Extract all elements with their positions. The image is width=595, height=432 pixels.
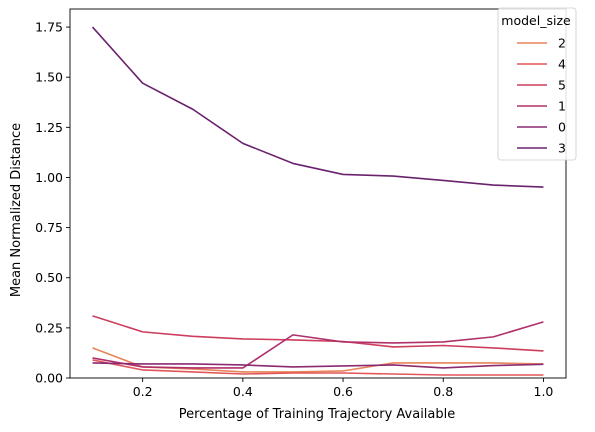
series-line-1 <box>92 321 544 369</box>
y-tick-label: 1.50 <box>35 70 63 85</box>
legend-label-1: 1 <box>558 99 566 114</box>
y-tick-label: 0.50 <box>35 270 63 285</box>
y-tick-label: 0.75 <box>35 220 63 235</box>
legend-title: model_size <box>501 13 571 28</box>
x-tick-label: 0.4 <box>233 384 253 399</box>
legend-label-4: 4 <box>558 57 566 72</box>
y-tick-label: 0.25 <box>35 320 63 335</box>
y-tick-label: 1.25 <box>35 120 63 135</box>
legend-box <box>497 7 577 161</box>
series-line-3 <box>91 26 544 188</box>
series-line-4 <box>92 359 544 376</box>
x-tick-label: 0.6 <box>333 384 353 399</box>
plot-area: 0.2 0.4 0.6 0.8 1.0 0.00 0.25 0.50 0.75 1.00 1.25 1… <box>35 8 567 399</box>
legend: model_size 2 4 5 1 0 3 <box>497 7 577 161</box>
series-line-0 <box>92 362 544 369</box>
series-line-5 <box>92 315 544 352</box>
x-tick-label: 0.2 <box>133 384 153 399</box>
legend-label-5: 5 <box>558 78 566 93</box>
legend-label-3: 3 <box>558 141 566 156</box>
y-tick-label: 1.00 <box>35 170 63 185</box>
legend-label-2: 2 <box>558 36 566 51</box>
x-axis-label: Percentage of Training Trajectory Availa… <box>179 407 456 422</box>
legend-label-0: 0 <box>558 120 566 135</box>
x-tick-label: 1.0 <box>534 384 554 399</box>
axes-frame <box>69 8 567 379</box>
y-axis-label: Mean Normalized Distance <box>9 123 24 297</box>
y-tick-label: 1.75 <box>35 20 63 35</box>
x-tick-label: 0.8 <box>433 384 453 399</box>
y-tick-label: 0.00 <box>35 371 63 386</box>
series-line-2 <box>92 347 544 373</box>
